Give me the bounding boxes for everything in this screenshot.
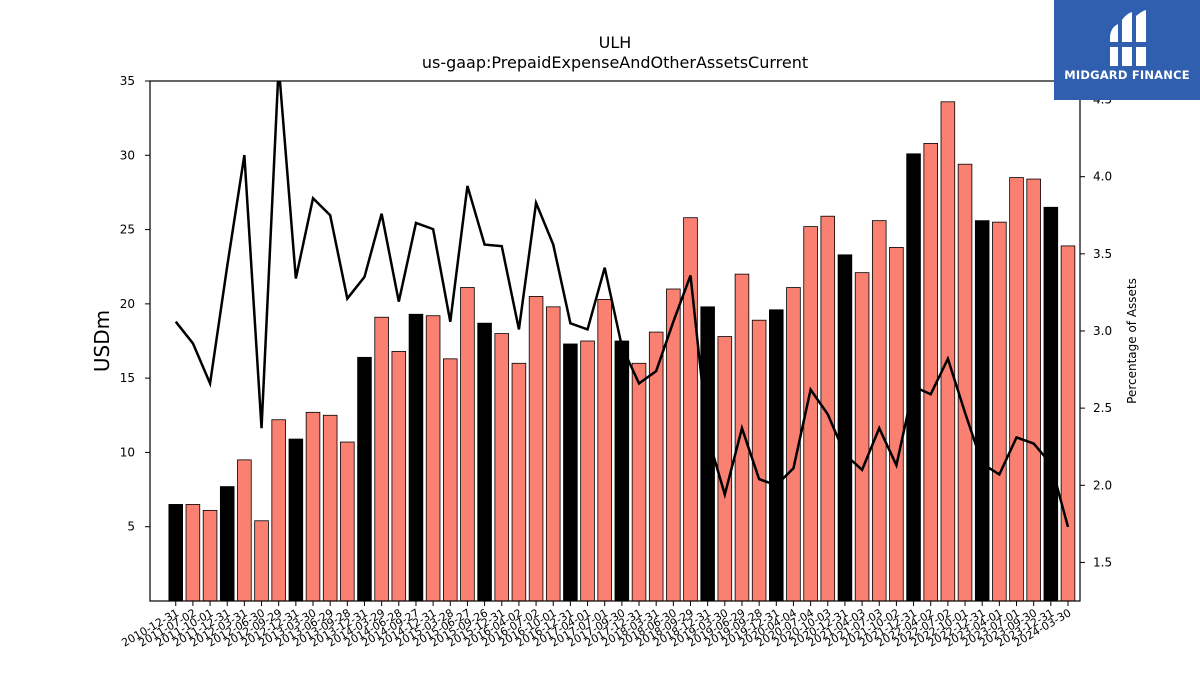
bar (889, 246, 904, 602)
y2-tick-label: 2.5 (1093, 401, 1112, 415)
bar (940, 101, 956, 602)
y-tick-label: 25 (120, 223, 135, 237)
bar (580, 340, 595, 602)
y-tick-label: 5 (127, 520, 135, 534)
bar (460, 287, 475, 602)
bar (992, 221, 1007, 602)
y-tick-label: 10 (120, 445, 135, 459)
y2-tick-label: 3.5 (1093, 247, 1112, 261)
bar (528, 296, 544, 602)
line-series (174, 81, 1070, 528)
bar-series (168, 101, 1076, 602)
bar (923, 142, 938, 602)
bar (1009, 177, 1024, 602)
bar (219, 486, 235, 602)
y-tick-label: 35 (120, 74, 135, 88)
bar (305, 411, 321, 602)
midgard-finance-logo: MIDGARD FINANCE (1054, 0, 1200, 100)
bar (751, 319, 767, 602)
bar (974, 220, 990, 602)
logo-text: MIDGARD FINANCE (1064, 68, 1190, 82)
bar (734, 273, 750, 602)
bar (545, 306, 561, 602)
bar (957, 163, 973, 602)
y2-tick-label: 1.5 (1093, 555, 1112, 569)
chart-title: ULH (599, 33, 632, 52)
y2-axis-label: Percentage of Assets (1125, 278, 1139, 404)
bar (168, 504, 183, 602)
bar (871, 220, 887, 602)
bar (374, 316, 389, 602)
bar (443, 358, 458, 602)
y-tick-label: 20 (120, 297, 135, 311)
y2-tick-label: 4.0 (1093, 170, 1112, 184)
axes: 51015202530351.52.02.53.03.54.04.52010-1… (119, 74, 1112, 650)
bar (237, 459, 252, 602)
bar (631, 362, 647, 602)
bar (340, 441, 355, 602)
y-tick-label: 15 (120, 371, 135, 385)
bar (597, 298, 612, 602)
chart-subtitle: us-gaap:PrepaidExpenseAndOtherAssetsCurr… (422, 53, 808, 72)
bar (854, 272, 870, 602)
bar (563, 343, 578, 602)
bar (769, 309, 784, 602)
bar (837, 254, 853, 602)
bar (494, 333, 510, 602)
bar (477, 322, 492, 602)
y-axis-label: USDm (90, 310, 114, 372)
bar (906, 153, 921, 602)
bar (202, 509, 218, 602)
bar (1060, 245, 1076, 602)
bar (185, 504, 201, 602)
percentage-line (174, 81, 1070, 528)
plot-frame (149, 80, 1081, 602)
bar (254, 520, 269, 602)
y-tick-label: 30 (120, 148, 135, 162)
bar (717, 336, 733, 602)
bar (357, 356, 372, 602)
bar (322, 414, 338, 602)
bar (614, 340, 630, 602)
bar (1043, 206, 1059, 602)
bar (408, 313, 424, 602)
bar (288, 438, 304, 602)
bar (1026, 178, 1041, 602)
y2-tick-label: 3.0 (1093, 324, 1112, 338)
midgard-logo-icon (1108, 10, 1148, 66)
y2-tick-label: 2.0 (1093, 478, 1112, 492)
bar (511, 362, 527, 602)
bar (391, 350, 407, 602)
bar (425, 315, 441, 602)
bar (271, 419, 286, 602)
